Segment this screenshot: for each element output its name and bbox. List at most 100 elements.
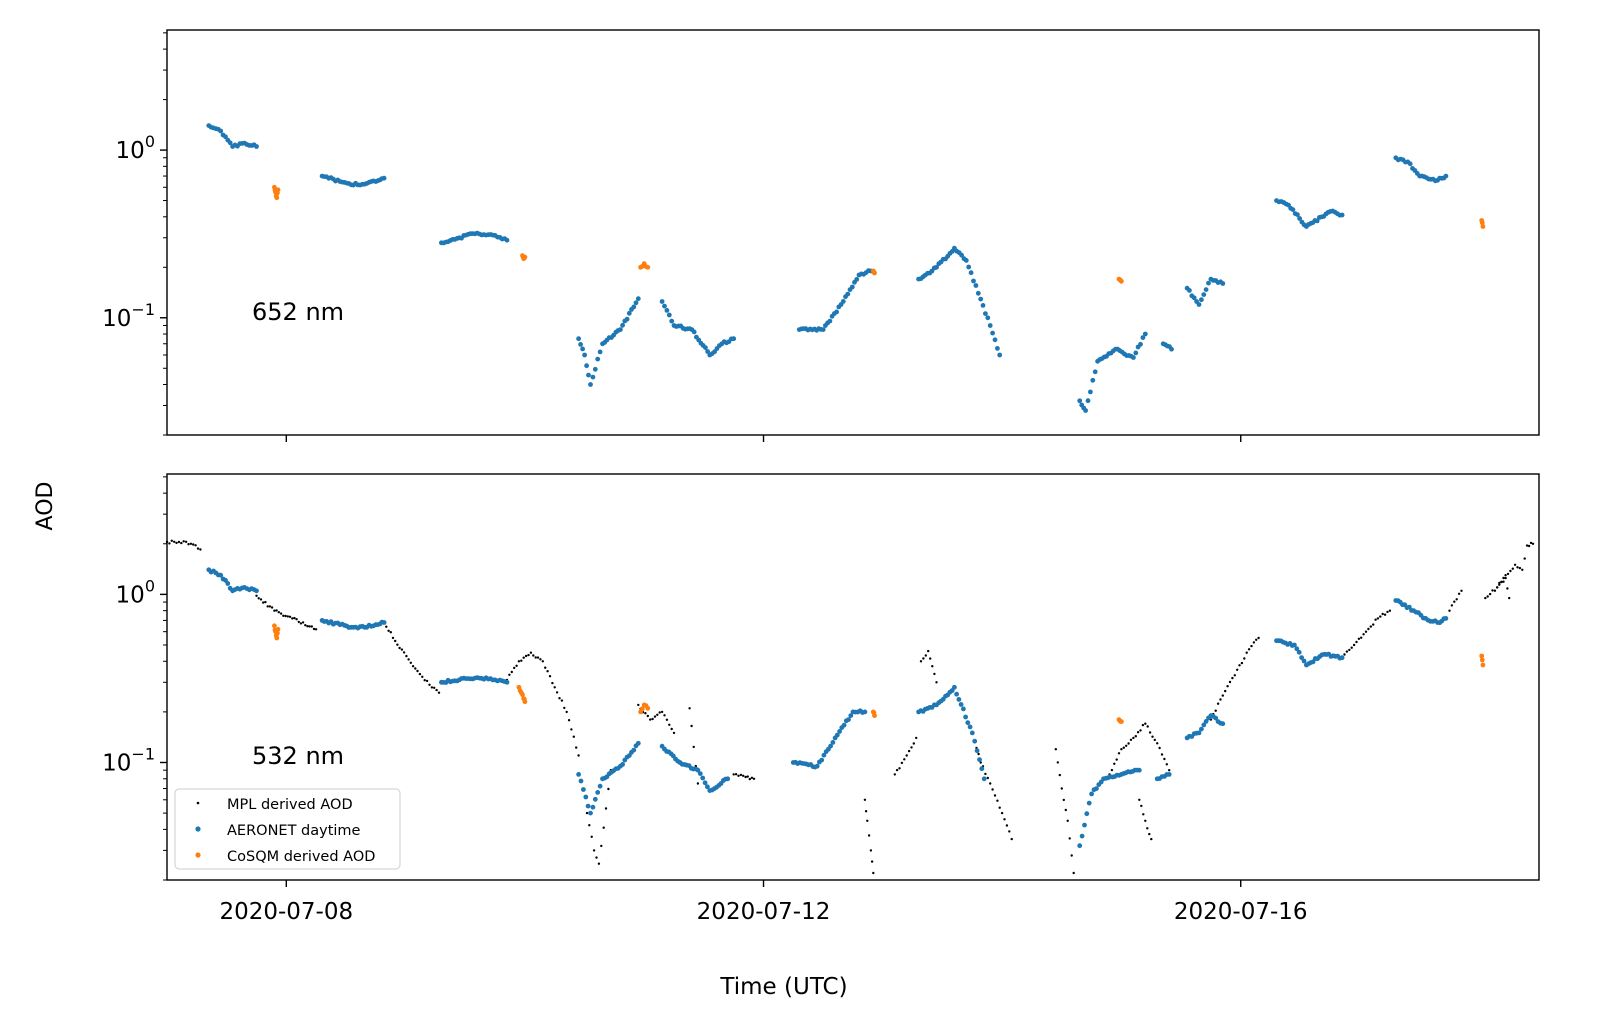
data-point-mpl-532nm [1064, 808, 1068, 812]
data-point-aeronet-652nm [1196, 302, 1202, 307]
data-point-aeronet-532nm [1199, 726, 1204, 732]
data-point-aeronet-532nm [848, 713, 854, 718]
data-point-mpl-532nm [742, 774, 745, 777]
data-point-mpl-532nm [900, 761, 904, 765]
data-point-cosqm-532nm [1119, 719, 1124, 724]
data-point-aeronet-652nm [1290, 207, 1296, 213]
data-point-mpl-532nm [553, 686, 556, 689]
data-point-mpl-532nm [863, 798, 867, 801]
y-axis-652nm: 100 10−1 [102, 32, 167, 436]
data-point-mpl-532nm [1388, 609, 1392, 612]
data-point-mpl-532nm [1151, 735, 1154, 738]
data-point-mpl-532nm [1233, 674, 1237, 677]
data-point-mpl-532nm [1226, 685, 1229, 688]
x-tick-label-532nm: 2020-07-12 [697, 899, 831, 925]
data-point-mpl-532nm [1153, 738, 1157, 742]
data-point-aeronet-652nm [992, 337, 998, 343]
data-point-mpl-532nm [555, 691, 559, 694]
data-point-aeronet-532nm [1299, 655, 1304, 660]
data-point-mpl-532nm [672, 731, 676, 735]
data-point-aeronet-652nm [1201, 292, 1207, 297]
data-point-aeronet-532nm [1136, 767, 1142, 773]
data-point-mpl-532nm [567, 719, 571, 722]
data-point-mpl-532nm [1146, 827, 1149, 830]
data-point-mpl-532nm [1117, 752, 1121, 755]
data-point-mpl-532nm [187, 543, 190, 546]
data-point-mpl-532nm [411, 665, 415, 668]
data-point-mpl-532nm [295, 618, 298, 621]
data-point-aeronet-532nm [218, 572, 224, 578]
data-point-aeronet-532nm [1084, 811, 1090, 817]
data-point-mpl-532nm [1068, 837, 1071, 840]
data-point-mpl-532nm [264, 600, 267, 604]
data-point-aeronet-652nm [854, 277, 860, 282]
data-point-mpl-532nm [1502, 576, 1505, 580]
data-point-mpl-532nm [1144, 819, 1147, 822]
data-point-mpl-532nm [1139, 729, 1142, 732]
data-point-mpl-532nm [1527, 544, 1531, 548]
data-point-mpl-532nm [1506, 587, 1509, 590]
legend-label-cosqm: CoSQM derived AOD [227, 849, 375, 865]
data-point-mpl-532nm [268, 605, 272, 608]
data-point-mpl-532nm [177, 540, 181, 544]
data-point-mpl-532nm [1000, 811, 1004, 815]
data-point-mpl-532nm [597, 862, 601, 865]
data-point-aeronet-652nm [978, 296, 984, 302]
data-point-mpl-532nm [1386, 610, 1389, 614]
data-point-mpl-532nm [588, 824, 591, 827]
data-point-aeronet-652nm [845, 291, 851, 297]
data-point-mpl-532nm [912, 742, 915, 745]
data-point-mpl-532nm [991, 788, 994, 791]
data-point-aeronet-532nm [225, 581, 231, 586]
data-point-aeronet-532nm [590, 804, 596, 810]
data-point-mpl-532nm [1142, 813, 1145, 816]
data-point-aeronet-652nm [620, 322, 625, 328]
data-point-aeronet-652nm [1131, 355, 1136, 360]
data-point-mpl-532nm [1113, 762, 1116, 765]
data-point-aeronet-652nm [218, 128, 224, 134]
data-point-mpl-532nm [405, 654, 408, 658]
data-point-mpl-532nm [558, 697, 561, 700]
plot-area-652nm [206, 123, 1486, 413]
data-point-mpl-532nm [170, 539, 173, 542]
data-point-aeronet-652nm [934, 264, 939, 270]
data-point-cosqm-532nm [1480, 662, 1486, 668]
data-point-mpl-532nm [570, 728, 573, 731]
data-point-mpl-532nm [389, 631, 392, 634]
data-point-mpl-532nm [670, 727, 673, 731]
data-point-mpl-532nm [1525, 544, 1529, 547]
data-point-mpl-532nm [869, 849, 873, 852]
data-point-mpl-532nm [905, 754, 908, 757]
data-point-mpl-532nm [425, 679, 429, 683]
data-point-aeronet-652nm [659, 299, 665, 304]
data-point-aeronet-652nm [1206, 280, 1211, 286]
data-point-aeronet-532nm [588, 810, 593, 816]
y-tick-label-532nm: 10−1 [102, 744, 155, 776]
data-point-mpl-532nm [656, 713, 659, 716]
data-point-aeronet-532nm [631, 747, 637, 753]
data-point-mpl-532nm [1005, 824, 1009, 827]
data-point-mpl-532nm [310, 625, 313, 628]
data-point-aeronet-532nm [1301, 658, 1307, 664]
data-point-mpl-532nm [262, 601, 265, 604]
data-point-mpl-532nm [418, 672, 422, 676]
data-point-mpl-532nm [688, 707, 691, 710]
data-point-mpl-532nm [270, 606, 274, 609]
legend-marker-aeronet [195, 826, 201, 832]
data-point-mpl-532nm [257, 597, 260, 600]
data-point-cosqm-532nm [1479, 653, 1485, 659]
data-point-mpl-532nm [737, 774, 740, 777]
data-point-cosqm-652nm [645, 264, 651, 270]
data-point-aeronet-532nm [1094, 786, 1099, 791]
data-point-mpl-532nm [1110, 768, 1114, 772]
legend-marker-cosqm [195, 852, 201, 858]
data-point-mpl-532nm [192, 543, 195, 546]
data-point-mpl-532nm [421, 675, 424, 678]
data-point-aeronet-532nm [1339, 655, 1345, 661]
data-point-mpl-532nm [1238, 664, 1241, 667]
data-point-mpl-532nm [428, 683, 431, 686]
data-point-aeronet-652nm [1297, 216, 1302, 221]
data-point-mpl-532nm [1058, 773, 1062, 777]
data-point-aeronet-532nm [1201, 722, 1207, 728]
